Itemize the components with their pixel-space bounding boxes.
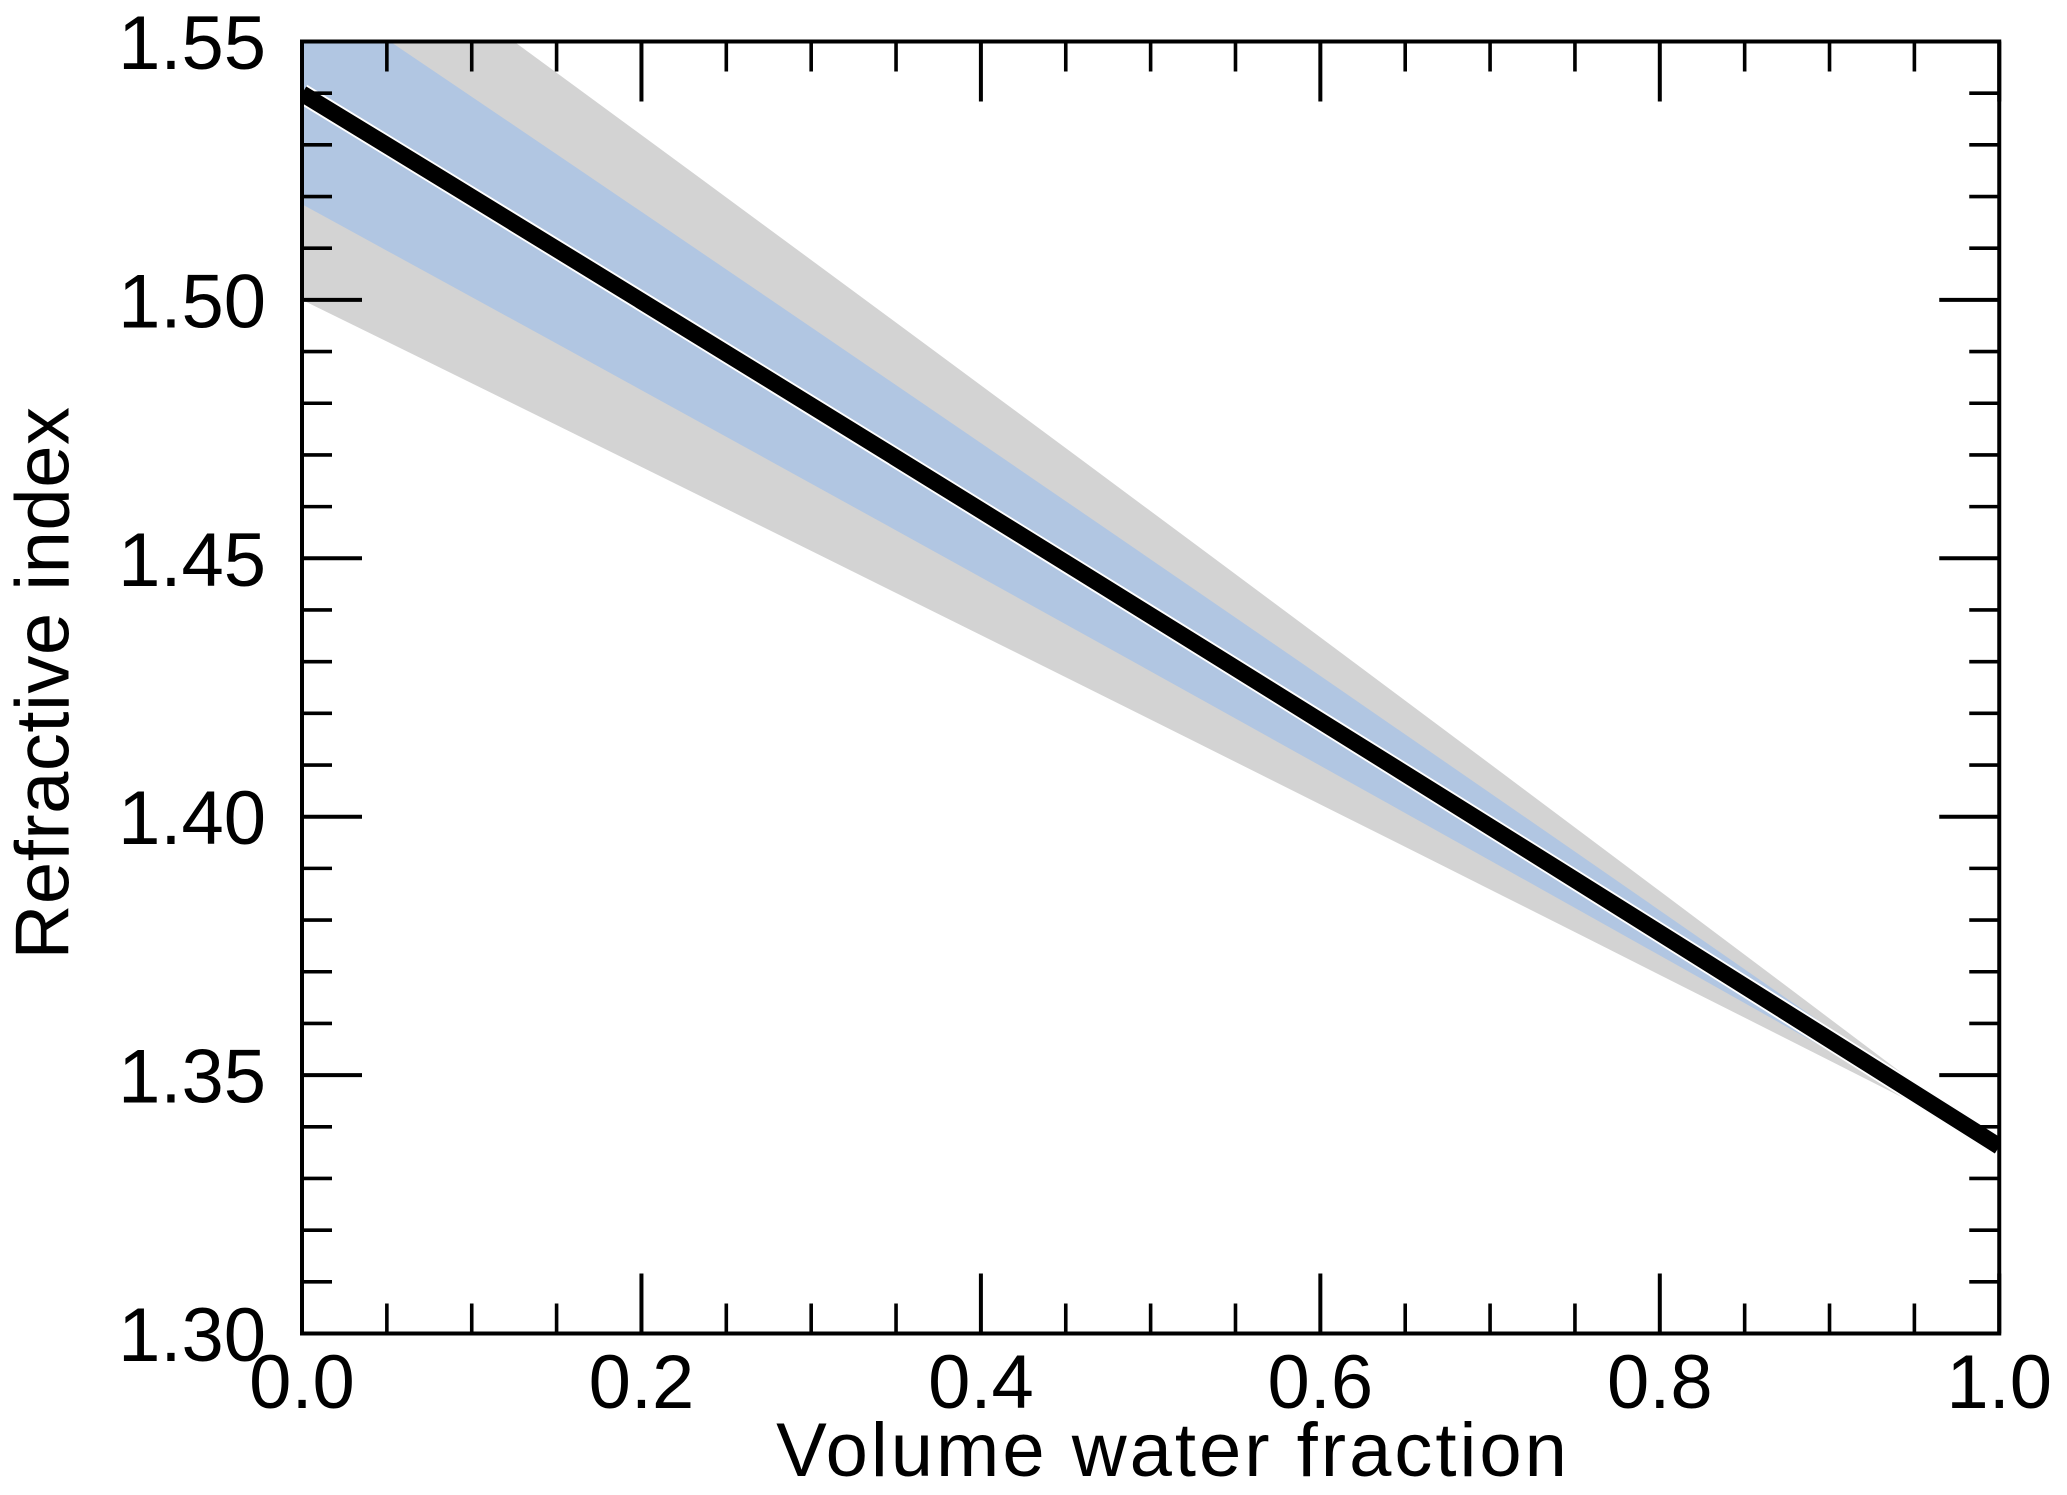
svg-text:0.2: 0.2 (589, 1340, 695, 1425)
svg-text:0.0: 0.0 (249, 1340, 355, 1425)
svg-text:1.30: 1.30 (118, 1293, 266, 1378)
svg-text:0.4: 0.4 (928, 1340, 1034, 1425)
svg-text:1.50: 1.50 (118, 259, 266, 344)
svg-text:Refractive index: Refractive index (1, 407, 86, 960)
svg-text:Volume water fraction: Volume water fraction (776, 1408, 1570, 1493)
svg-text:1.0: 1.0 (1946, 1340, 2052, 1425)
svg-text:1.35: 1.35 (118, 1035, 266, 1120)
svg-text:1.40: 1.40 (118, 776, 266, 861)
svg-text:0.6: 0.6 (1268, 1340, 1374, 1425)
svg-text:1.45: 1.45 (118, 518, 266, 603)
svg-text:1.55: 1.55 (118, 1, 266, 86)
svg-text:0.8: 0.8 (1607, 1340, 1713, 1425)
